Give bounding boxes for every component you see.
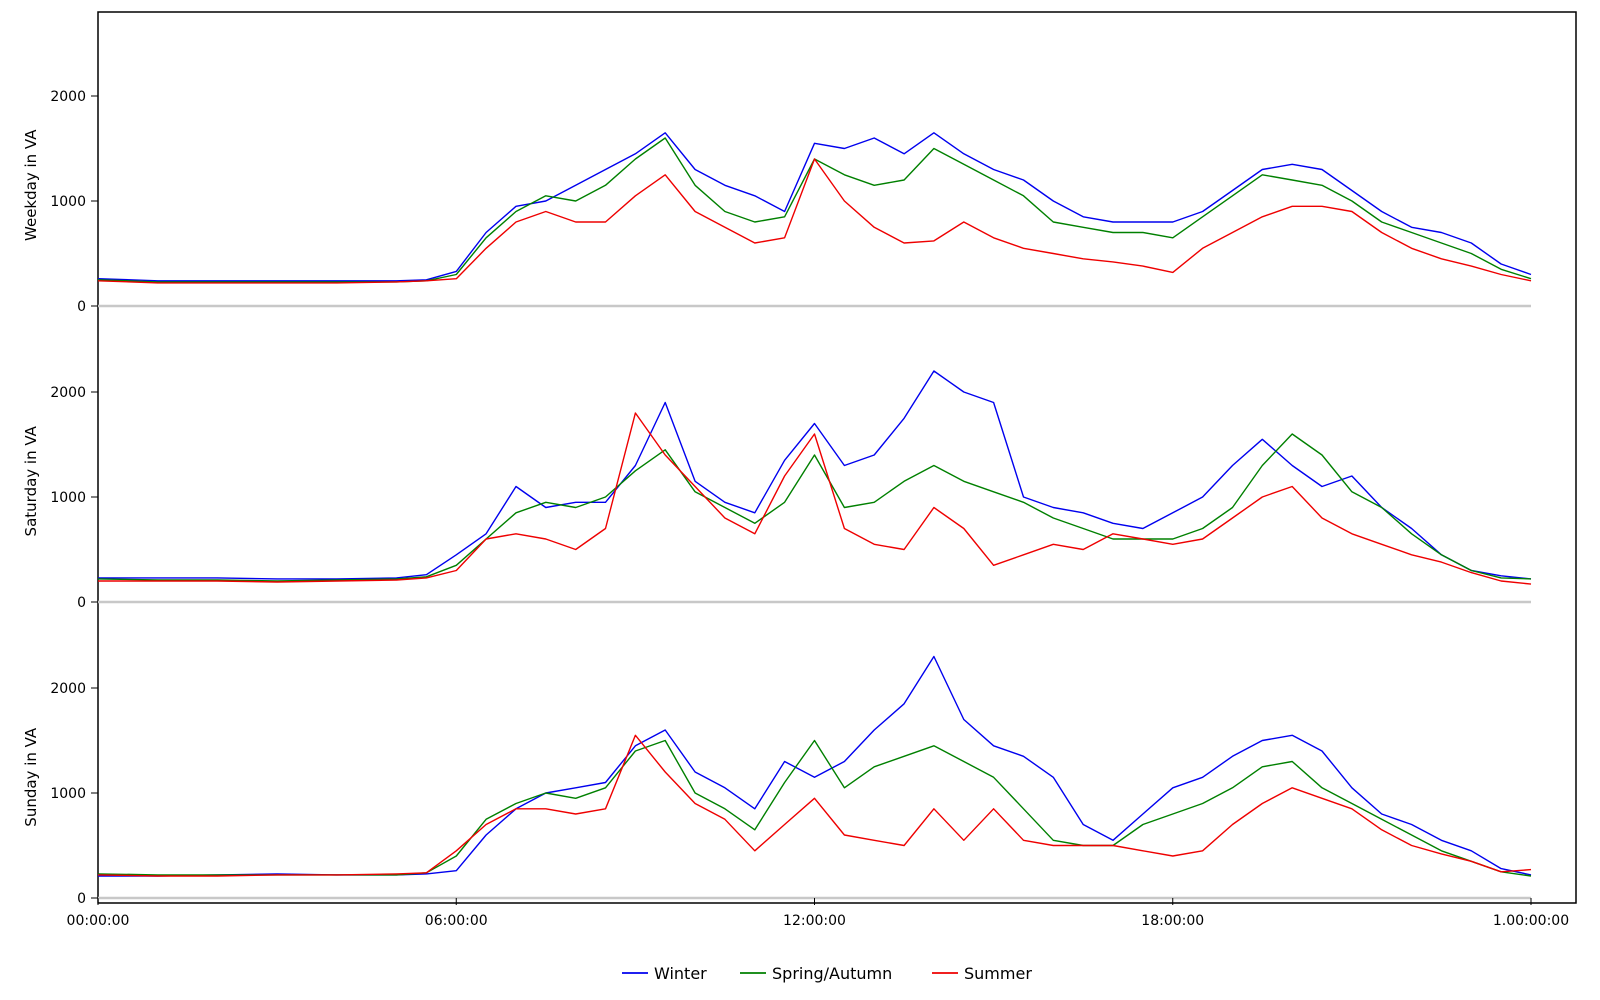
x-tick-label: 18:00:00 [1141, 913, 1204, 929]
x-tick-label: 12:00:00 [783, 913, 846, 929]
series-line-summer [97, 734, 1532, 877]
y-tick-label: 2000 [50, 681, 86, 697]
x-tick-label: 00:00:00 [67, 913, 130, 929]
series-line-summer [98, 412, 1532, 585]
y-tick-label: 0 [77, 299, 86, 315]
y-tick-label: 2000 [50, 385, 86, 401]
legend-label: Spring/Autumn [772, 964, 892, 983]
panel-2: 0 1000 2000 Saturday in VA [22, 370, 1532, 611]
x-axis: 00:00:00 06:00:00 12:00:00 18:00:00 1.00:00:… [67, 898, 1569, 929]
series-line-spring-autumn [97, 433, 1532, 582]
y-axis-label: Weekday in VA [22, 129, 40, 241]
panel-1: 0 1000 2000 Weekday in VA [22, 89, 1532, 315]
y-tick-label: 0 [77, 595, 86, 611]
legend-item: Spring/Autumn [740, 964, 892, 983]
panel-3: 0 1000 2000 Sunday in VA [22, 655, 1532, 907]
y-axis-label: Sunday in VA [22, 727, 40, 827]
y-axis-label: Saturday in VA [22, 425, 40, 536]
y-tick-label: 1000 [50, 194, 86, 210]
y-tick-label: 1000 [50, 490, 86, 506]
legend: Winter Spring/Autumn Summer [622, 964, 1032, 983]
legend-item: Summer [932, 964, 1032, 983]
x-tick-label: 06:00:00 [425, 913, 488, 929]
y-tick-label: 0 [77, 891, 86, 907]
x-tick-label: 1.00:00:00 [1493, 913, 1569, 929]
series-line-winter [97, 132, 1532, 282]
y-tick-label: 1000 [50, 786, 86, 802]
legend-item: Winter [622, 964, 707, 983]
series-line-winter [98, 655, 1532, 877]
series-line-spring-autumn [97, 739, 1532, 877]
series-line-summer [97, 158, 1532, 284]
panels: 0 1000 2000 Weekday in VA 0 1000 2000 Saturday … [22, 89, 1532, 907]
series-line-spring-autumn [97, 137, 1532, 283]
series-line-winter [98, 370, 1532, 580]
legend-label: Winter [654, 964, 707, 983]
legend-label: Summer [964, 964, 1032, 983]
y-tick-label: 2000 [50, 89, 86, 105]
plot-frame [97, 11, 1577, 904]
